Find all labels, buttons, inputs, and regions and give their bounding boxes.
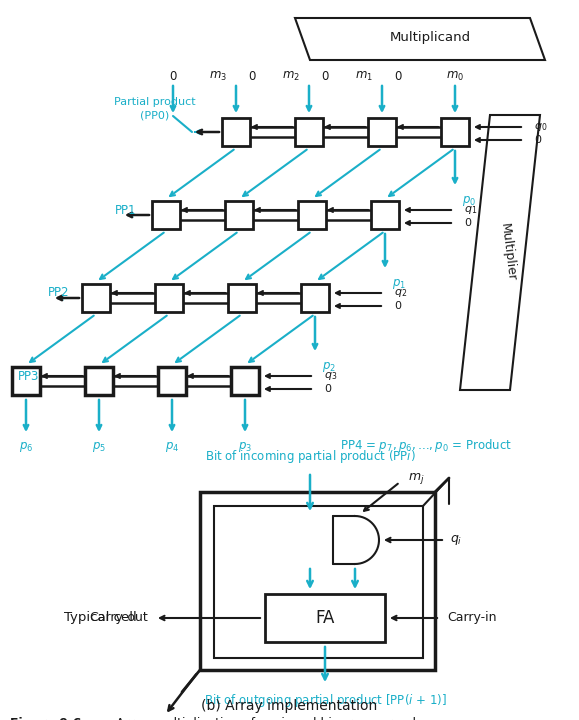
Text: PP2: PP2 — [48, 287, 69, 300]
Bar — [265, 594, 385, 642]
Bar — [85, 367, 113, 395]
Bar — [441, 118, 469, 146]
Text: FA: FA — [316, 609, 335, 627]
Bar — [214, 506, 423, 658]
Text: 0: 0 — [321, 70, 329, 83]
Bar — [298, 201, 326, 229]
Text: 0: 0 — [169, 70, 177, 83]
Text: $p_2$: $p_2$ — [322, 360, 336, 374]
Text: $p_5$: $p_5$ — [92, 440, 106, 454]
Text: (b) Array implementation: (b) Array implementation — [201, 699, 378, 713]
Bar — [12, 367, 40, 395]
Bar — [222, 118, 250, 146]
Bar — [371, 201, 399, 229]
Text: $q_i$: $q_i$ — [450, 533, 462, 547]
Bar — [82, 284, 110, 312]
Text: Bit of outgoing partial product [PP($i$ + 1)]: Bit of outgoing partial product [PP($i$ … — [204, 692, 446, 709]
Text: Typical cell: Typical cell — [64, 611, 137, 624]
Text: $q_1$: $q_1$ — [464, 204, 477, 216]
Text: PP3: PP3 — [18, 369, 39, 382]
Text: $m_j$: $m_j$ — [408, 470, 424, 485]
Text: 0: 0 — [394, 301, 401, 311]
Text: $m_0$: $m_0$ — [446, 69, 464, 83]
Text: Multiplier: Multiplier — [498, 222, 518, 282]
Text: Carry-out: Carry-out — [89, 611, 148, 624]
Text: $p_3$: $p_3$ — [238, 440, 252, 454]
Text: Array multiplication of unsigned binary operands.: Array multiplication of unsigned binary … — [100, 718, 427, 720]
Text: $m_1$: $m_1$ — [355, 69, 373, 83]
Text: $p_1$: $p_1$ — [392, 277, 406, 291]
Text: $q_2$: $q_2$ — [394, 287, 407, 299]
Text: 0: 0 — [394, 70, 402, 83]
Bar — [368, 118, 396, 146]
Text: 0: 0 — [534, 135, 541, 145]
Text: PP1: PP1 — [115, 204, 137, 217]
Text: 0: 0 — [464, 218, 471, 228]
Text: $p_6$: $p_6$ — [19, 440, 33, 454]
Text: Bit of incoming partial product (PP$i$): Bit of incoming partial product (PP$i$) — [204, 448, 415, 465]
Text: PP4 = $p_7, p_6, \ldots, p_0$ = Product: PP4 = $p_7, p_6, \ldots, p_0$ = Product — [340, 436, 512, 454]
Text: $m_2$: $m_2$ — [282, 69, 300, 83]
Bar — [158, 367, 186, 395]
Text: $p_4$: $p_4$ — [165, 440, 179, 454]
Bar — [231, 367, 259, 395]
Bar — [295, 118, 323, 146]
Bar — [200, 492, 435, 670]
Text: (PP0): (PP0) — [140, 110, 170, 120]
Text: Carry-in: Carry-in — [447, 611, 497, 624]
Text: $q_3$: $q_3$ — [324, 370, 338, 382]
Text: 0: 0 — [324, 384, 331, 394]
Bar — [152, 201, 180, 229]
Text: Figure 9.6: Figure 9.6 — [10, 718, 82, 720]
Text: Multiplicand: Multiplicand — [390, 32, 471, 45]
Bar — [301, 284, 329, 312]
Text: 0: 0 — [248, 70, 256, 83]
Text: $q_0$: $q_0$ — [534, 121, 547, 133]
Text: $p_0$: $p_0$ — [462, 194, 476, 208]
Text: $m_3$: $m_3$ — [209, 69, 227, 83]
Text: Partial product: Partial product — [114, 97, 196, 107]
Bar — [228, 284, 256, 312]
Bar — [155, 284, 183, 312]
Bar — [225, 201, 253, 229]
